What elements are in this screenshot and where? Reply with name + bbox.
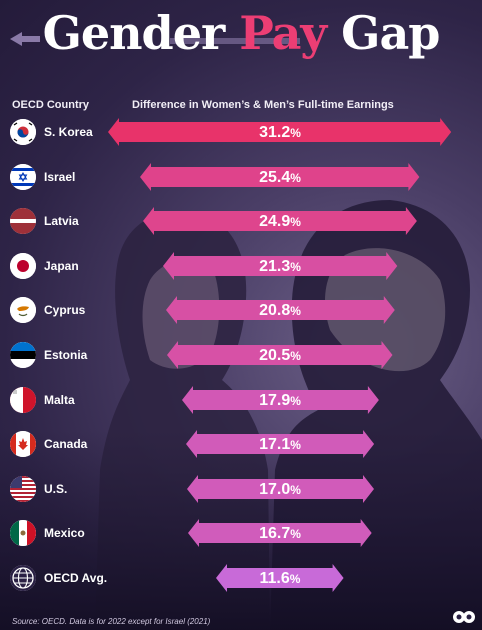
japan-flag-icon — [10, 252, 36, 279]
country-label: Japan — [44, 258, 79, 273]
country-label: Canada — [44, 437, 88, 452]
israel-flag-icon — [10, 163, 36, 190]
data-label: 11.6% — [259, 570, 301, 587]
source-note: Source: OECD. Data is for 2022 except fo… — [12, 617, 211, 626]
bar-row: Canada 17.1% — [0, 425, 482, 465]
double-arrow-icon — [165, 296, 395, 325]
double-arrow-icon — [108, 118, 452, 146]
bar: 17.1% — [185, 430, 375, 459]
bar-row: Malta 17.9% — [0, 381, 482, 421]
visual-capitalist-logo-icon — [453, 611, 475, 623]
bar-row: U.S. 17.0% — [0, 470, 482, 510]
data-label: 25.4% — [259, 168, 301, 186]
country-label: Israel — [44, 169, 76, 184]
data-label: 20.5% — [259, 347, 301, 364]
double-arrow-icon — [162, 251, 398, 280]
country-label: Malta — [44, 392, 75, 407]
bar: 20.5% — [167, 341, 393, 369]
country-column-header: OECD Country — [12, 99, 89, 111]
country-label: OECD Avg. — [44, 571, 108, 585]
data-label: 17.1% — [259, 436, 301, 454]
bar-row: Cyprus 20.8% — [0, 291, 482, 331]
title-block: Gender Pay Gap — [0, 0, 482, 80]
malta-flag-icon — [10, 386, 36, 413]
bar: 24.9% — [143, 207, 417, 236]
data-label: 20.8% — [259, 302, 301, 320]
globe-icon — [10, 565, 36, 591]
double-arrow-icon — [186, 474, 374, 503]
left-arrow-icon — [10, 32, 40, 46]
bar: 21.3% — [162, 251, 398, 280]
double-arrow-icon — [188, 519, 372, 548]
usa-flag-icon — [10, 475, 36, 502]
bar: 20.8% — [165, 296, 395, 325]
data-label: 17.9% — [259, 391, 301, 409]
double-arrow-icon — [140, 162, 420, 191]
country-label: Mexico — [44, 526, 85, 541]
estonia-flag-icon — [10, 342, 36, 368]
canada-flag-icon — [10, 431, 36, 458]
data-label: 16.7% — [259, 525, 301, 543]
title-middle-bar — [170, 38, 300, 44]
country-label: S. Korea — [44, 125, 93, 139]
difference-column-header: Difference in Women’s & Men’s Full-time … — [132, 99, 394, 111]
bar-row: Israel 25.4% — [0, 158, 482, 198]
country-label: Estonia — [44, 348, 88, 362]
bar-row: Mexico 16.7% — [0, 514, 482, 554]
double-arrow-icon — [181, 385, 379, 414]
double-arrow-icon — [185, 430, 375, 459]
bar-row: Estonia 20.5% — [0, 336, 482, 376]
latvia-flag-icon — [10, 208, 36, 235]
bar-row: OECD Avg. 11.6% — [0, 559, 482, 599]
data-label: 21.3% — [259, 257, 301, 275]
bar: 17.0% — [186, 474, 374, 503]
data-label: 17.0% — [259, 480, 301, 498]
country-label: Latvia — [44, 214, 79, 229]
bar-row: Latvia 24.9% — [0, 202, 482, 242]
double-arrow-icon — [143, 207, 417, 236]
data-label: 31.2% — [259, 124, 301, 141]
cyprus-flag-icon — [10, 297, 36, 324]
country-label: U.S. — [44, 481, 68, 496]
mexico-flag-icon — [10, 520, 36, 547]
double-arrow-icon — [216, 564, 344, 592]
bar-row: Japan 21.3% — [0, 247, 482, 287]
data-label: 24.9% — [259, 213, 301, 231]
double-arrow-icon — [167, 341, 393, 369]
bar: 31.2% — [108, 118, 452, 146]
bar: 17.9% — [181, 385, 379, 414]
bar-row: S. Korea 31.2% — [0, 113, 482, 153]
country-label: Cyprus — [44, 303, 86, 318]
page-title: Gender Pay Gap — [42, 6, 441, 60]
bar: 25.4% — [140, 162, 420, 191]
south-korea-flag-icon — [10, 119, 36, 145]
bar: 11.6% — [216, 564, 344, 592]
bar: 16.7% — [188, 519, 372, 548]
